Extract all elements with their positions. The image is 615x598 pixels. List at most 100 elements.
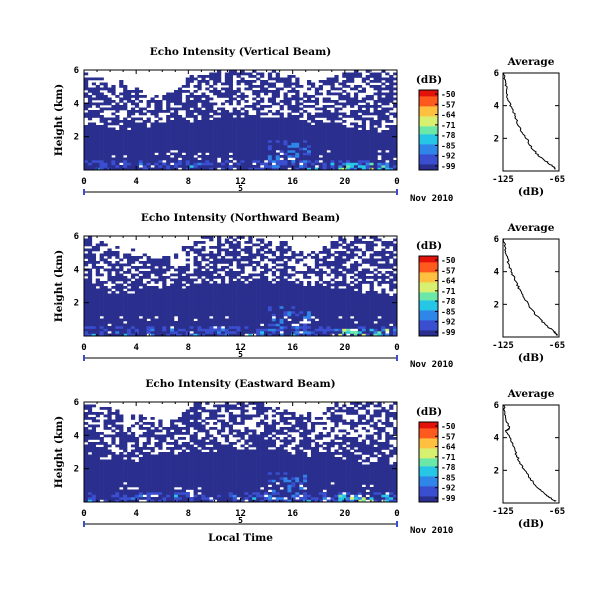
echo-cell (365, 323, 370, 327)
echo-cell (287, 301, 292, 304)
echo-cell (310, 115, 316, 118)
echo-cell (201, 278, 206, 282)
echo-cell (381, 291, 386, 294)
echo-cell (130, 135, 136, 138)
echo-cell (377, 271, 382, 274)
echo-cell (346, 256, 351, 259)
echo-cell (103, 127, 108, 131)
echo-cell (357, 271, 363, 274)
echo-cell (256, 291, 261, 294)
echo-cell (322, 152, 327, 156)
echo-cell (267, 251, 273, 254)
echo-cell (385, 130, 390, 133)
echo-cell (334, 152, 339, 156)
echo-cell (154, 150, 159, 153)
echo-cell (389, 142, 394, 146)
echo-cell (181, 157, 187, 161)
echo-cell (201, 306, 206, 309)
echo-cell (146, 281, 151, 284)
echo-cell (201, 326, 206, 329)
echo-cell (189, 273, 194, 277)
echo-cell (291, 311, 296, 314)
echo-cell (314, 296, 320, 299)
echo-cell (338, 145, 343, 148)
echo-cell (267, 142, 273, 146)
echo-cell (338, 323, 343, 327)
echo-cell (189, 130, 194, 133)
echo-cell (248, 162, 253, 166)
echo-cell (385, 313, 390, 317)
y-tick-label: 4 (74, 265, 80, 275)
echo-cell (361, 271, 366, 274)
echo-cell (236, 288, 241, 292)
echo-cell (84, 77, 89, 81)
echo-cell (158, 258, 163, 262)
echo-cell (357, 125, 363, 128)
echo-cell (130, 90, 136, 93)
echo-cell (173, 283, 179, 287)
echo-cell (353, 291, 359, 294)
echo-cell (334, 263, 339, 267)
echo-cell (134, 316, 140, 319)
echo-cell (350, 296, 355, 299)
echo-cell (138, 90, 143, 93)
echo-cell (353, 142, 359, 146)
echo-cell (87, 296, 93, 299)
echo-cell (150, 268, 155, 272)
echo-cell (95, 271, 100, 274)
echo-cell (279, 137, 284, 141)
echo-cell (361, 77, 366, 81)
colorbar-segment (419, 308, 438, 311)
echo-cell (115, 311, 120, 314)
echo-cell (91, 152, 97, 156)
echo-cell (353, 165, 359, 168)
echo-cell (381, 256, 386, 259)
echo-cell (295, 80, 300, 83)
echo-cell (115, 147, 120, 151)
echo-cell (267, 293, 273, 297)
echo-cell (220, 248, 226, 252)
echo-cell (263, 271, 269, 274)
echo-cell (185, 115, 190, 118)
echo-cell (291, 115, 296, 118)
echo-cell (154, 323, 159, 327)
echo-cell (99, 137, 104, 141)
echo-cell (334, 286, 339, 289)
echo-cell (260, 120, 265, 123)
echo-cell (236, 140, 241, 143)
echo-cell (303, 120, 308, 123)
echo-cell (217, 316, 222, 319)
echo-cell (365, 97, 370, 101)
echo-cell (220, 95, 226, 98)
echo-cell (389, 140, 394, 143)
echo-cell (138, 271, 143, 274)
echo-cell (123, 152, 128, 156)
echo-cell (322, 97, 327, 101)
echo-cell (177, 321, 183, 324)
echo-cell (263, 82, 269, 86)
echo-cell (123, 127, 128, 131)
echo-cell (256, 162, 261, 166)
echo-cell (279, 256, 284, 259)
echo-cell (342, 82, 347, 86)
echo-cell (166, 100, 171, 103)
echo-cell (119, 97, 124, 101)
echo-cell (154, 120, 159, 123)
echo-cell (99, 243, 104, 247)
echo-cell (213, 157, 218, 161)
echo-cell (381, 160, 386, 163)
echo-cell (350, 137, 355, 141)
echo-cell (162, 313, 167, 317)
echo-cell (279, 321, 284, 324)
echo-cell (240, 298, 245, 302)
echo-cell (111, 291, 116, 294)
echo-cell (256, 155, 261, 158)
echo-cell (209, 75, 214, 78)
echo-cell (263, 308, 269, 312)
echo-cell (166, 256, 171, 259)
echo-cell (158, 273, 163, 277)
echo-cell (158, 155, 163, 158)
echo-cell (91, 246, 97, 249)
echo-cell (130, 333, 136, 337)
echo-cell (158, 107, 163, 111)
